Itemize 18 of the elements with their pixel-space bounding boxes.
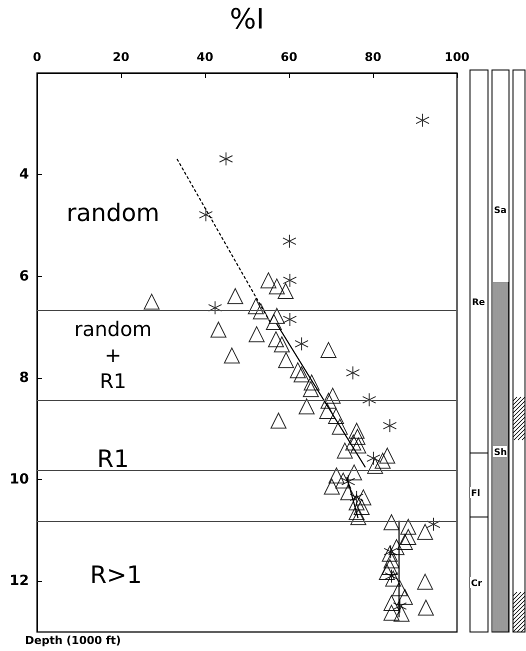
y-tick-label: 6 <box>19 268 29 284</box>
x-tick-label: 80 <box>364 50 382 64</box>
annotation: random <box>66 199 160 227</box>
y-tick-label: 12 <box>10 573 29 590</box>
y-tick-label: 8 <box>19 370 29 386</box>
annotation: random + R1 <box>74 317 152 393</box>
y-axis-title: Depth (1000 ft) <box>25 634 121 647</box>
x-axis-title: %I <box>230 2 264 36</box>
x-tick-label: 0 <box>32 50 42 64</box>
annotation: R1 <box>97 445 129 473</box>
y-tick-label: 10 <box>10 472 30 488</box>
x-tick-label: 60 <box>280 50 298 64</box>
y-tick-label: 4 <box>19 166 30 183</box>
rock-column-strip: Sa Re Sh Fl Cr <box>470 70 526 632</box>
annotation: R>1 <box>90 561 142 589</box>
x-tick-label: 20 <box>112 50 130 64</box>
x-tick-label: 40 <box>196 50 214 64</box>
x-tick-label: 100 <box>444 50 470 64</box>
